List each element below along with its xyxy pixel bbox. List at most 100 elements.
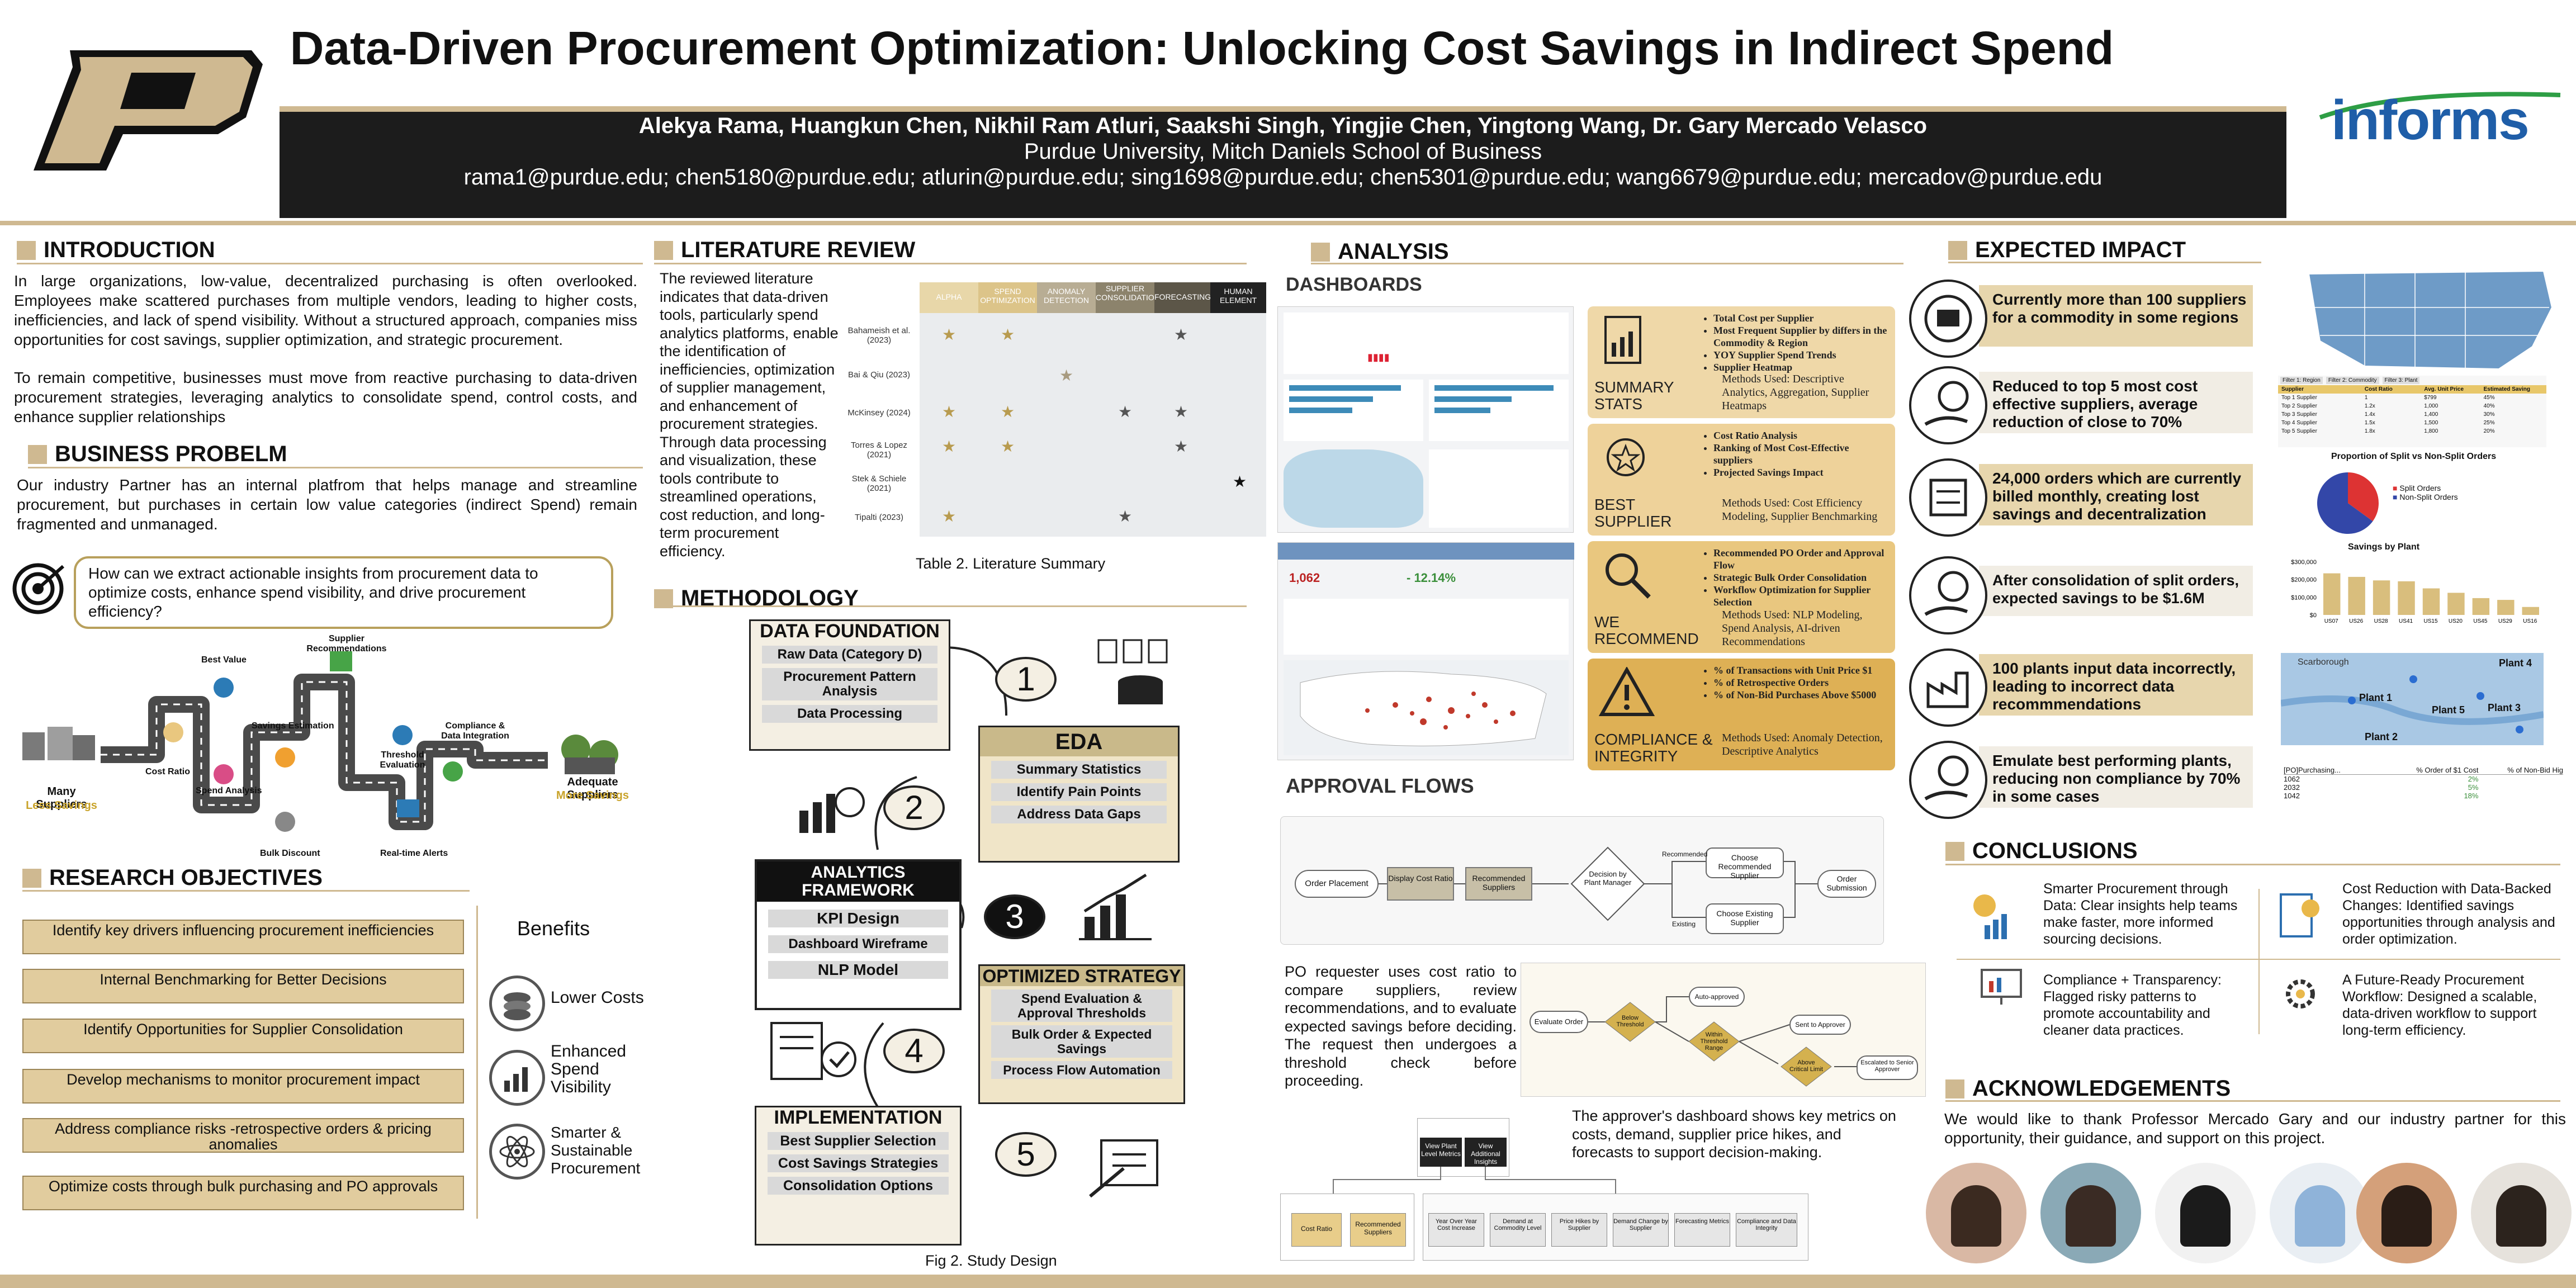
compliance-table: [PO]Purchasing...% Order of $1 Cost% of …: [2284, 766, 2563, 800]
plant-marker[interactable]: [2476, 692, 2484, 700]
filter-chip[interactable]: Filter 1: Region: [2280, 377, 2323, 384]
growth-chart-icon: [1073, 872, 1157, 945]
card-item: YOY Supplier Spend Trends: [1713, 349, 1836, 361]
table-row: 1042 18%: [2284, 792, 2479, 800]
x-tick-label: US28: [2374, 618, 2388, 624]
conclusion-divider: [2258, 889, 2260, 1034]
table-row: Top 5 Supplier 1.8x 1,800 20%: [2281, 428, 2495, 434]
objectives-divider: [476, 906, 478, 1219]
card-compliance: COMPLIANCE & INTEGRITY % of Transactions…: [1588, 659, 1895, 770]
filter-chip[interactable]: Filter 3: Plant: [2382, 377, 2420, 384]
cost-ratio-icon: [163, 722, 183, 742]
bulk-discount-label: Bulk Discount: [260, 849, 320, 858]
road-path: [22, 651, 618, 832]
conclusion-item: Cost Reduction with Data-Backed Changes:…: [2342, 881, 2555, 947]
implementation-icon: [1085, 1129, 1174, 1202]
lit-text: The reviewed literature indicates that d…: [660, 270, 839, 560]
dashboards-label: DASHBOARDS: [1286, 274, 1422, 295]
cost-ratio-label: Cost Ratio: [145, 767, 190, 776]
hand-coin-icon: [1909, 556, 1987, 634]
flow-node: Choose Existing Supplier: [1706, 903, 1784, 934]
table-row: Top 1 Supplier 1 $799 45%: [2281, 395, 2495, 401]
dash-map: [1284, 449, 1423, 528]
dash-header-bar: [1278, 543, 1574, 560]
table-row: Top 2 Supplier 1.2x 1,000 40%: [2281, 403, 2495, 409]
map-plant-label: Plant 2: [2365, 731, 2398, 742]
card-label: COMPLIANCE & INTEGRITY: [1594, 731, 1713, 765]
dash-panel: [1429, 449, 1569, 528]
dash-point-map: [1284, 660, 1569, 755]
team-photo: [1926, 1163, 2026, 1263]
step-item: Spend Evaluation & Approval Thresholds: [991, 989, 1172, 1022]
legend-swatch: ■: [2393, 484, 2398, 493]
dash-bars: [1429, 380, 1569, 441]
dash-kpi-change: - 12.14%: [1407, 571, 1456, 585]
recommendation-label: Supplier Recommendations: [306, 634, 387, 654]
lit-heading: LITERATURE REVIEW: [654, 238, 915, 263]
approver-dashboard-flow: View Plant Level Metrics View Additional…: [1280, 1112, 1811, 1269]
card-item: Ranking of Most Cost-Effective suppliers: [1713, 442, 1849, 466]
card-methods: Methods Used: Cost Efficiency Modeling, …: [1722, 497, 1878, 523]
spend-analysis-label: Spend Analysis: [196, 786, 262, 795]
purdue-p-icon: [34, 50, 263, 171]
star-icon: ★: [1174, 403, 1188, 420]
lit-row: Tipalti (2023): [855, 513, 903, 522]
card-item: Total Cost per Supplier: [1713, 312, 1814, 324]
card-list: % of Transactions with Unit Price $1% of…: [1713, 664, 1890, 701]
many-suppliers-label: Many Suppliers: [36, 785, 87, 811]
hand-coin-icon: [1909, 741, 1987, 819]
factory-icon: [1909, 648, 1987, 727]
y-tick-label: $300,000: [2291, 559, 2317, 566]
y-tick-label: $200,000: [2291, 577, 2317, 584]
filter-chip[interactable]: Filter 2: Commodity: [2326, 377, 2379, 384]
x-tick-label: US15: [2423, 618, 2437, 624]
team-photo: [2270, 1163, 2370, 1263]
flow-node: View Additional Insights: [1465, 1138, 1507, 1167]
step-item: Consolidation Options: [768, 1177, 949, 1195]
benefit-label: Smarter & Sustainable Procurement: [551, 1124, 641, 1177]
compliance-label: Compliance & Data Integration: [441, 721, 509, 741]
card-item: Most Frequent Supplier by differs in the…: [1713, 325, 1887, 348]
problem-rule: [28, 467, 643, 468]
lit-col: SPEND OPTIMIZATION: [978, 282, 1037, 313]
impact-item: Reduced to top 5 most cost effective sup…: [1979, 372, 2253, 433]
conclusion-item: Smarter Procurement through Data: Clear …: [2043, 881, 2238, 947]
bar: [2522, 607, 2539, 615]
legend-swatch: ■: [2393, 493, 2398, 501]
card-label: BEST SUPPLIER: [1594, 496, 1672, 530]
lit-row: Stek & Schiele (2021): [851, 474, 907, 493]
warning-icon: [1598, 666, 1655, 717]
plant-marker[interactable]: [2348, 697, 2356, 704]
header-bottom-rule: [0, 221, 2576, 225]
analytics-chart-icon: [794, 777, 866, 839]
flow-node: Display Cost Ratio: [1387, 867, 1454, 901]
impact-item: Currently more than 100 suppliers for a …: [1979, 285, 2253, 347]
x-tick-label: US20: [2449, 618, 2463, 624]
step-item: Process Flow Automation: [991, 1061, 1172, 1079]
chart-icon: [489, 1050, 545, 1106]
plant-marker[interactable]: [2516, 726, 2523, 733]
card-methods: Methods Used: Anomaly Detection, Descrip…: [1722, 732, 1883, 757]
informs-swoosh-icon: [2319, 92, 2561, 120]
star-icon: ★: [942, 438, 956, 455]
bulk-discount-icon: [275, 812, 295, 832]
card-we-recommend: WE RECOMMEND Recommended PO Order and Ap…: [1588, 541, 1895, 653]
table-header: Supplier Cost Ratio Avg. Unit Price Estimat…: [2278, 385, 2546, 394]
impact-item: 100 plants input data incorrectly, leadi…: [1979, 654, 2253, 716]
benefits-title: Benefits: [517, 917, 590, 940]
approval-flows-label: APPROVAL FLOWS: [1286, 774, 1474, 797]
step-item: KPI Design: [768, 910, 948, 927]
map-points: [1300, 671, 1547, 746]
step-analytics-framework: ANALYTICS FRAMEWORK KPI Design Dashboard…: [755, 859, 962, 1010]
step-item: Raw Data (Category D): [762, 646, 937, 664]
star-icon: ★: [942, 326, 956, 343]
star-icon: ★: [1118, 508, 1133, 525]
star-icon: ★: [1174, 326, 1188, 343]
x-tick-label: US41: [2399, 618, 2413, 624]
plant-marker[interactable]: [2409, 675, 2417, 683]
step-item: Cost Savings Strategies: [768, 1154, 949, 1172]
method-heading: METHODOLOGY: [654, 586, 859, 611]
bar-title: Savings by Plant: [2348, 542, 2420, 552]
table-row: 1062 2%: [2284, 775, 2479, 783]
objective-item: Optimize costs through bulk purchasing a…: [22, 1176, 464, 1210]
